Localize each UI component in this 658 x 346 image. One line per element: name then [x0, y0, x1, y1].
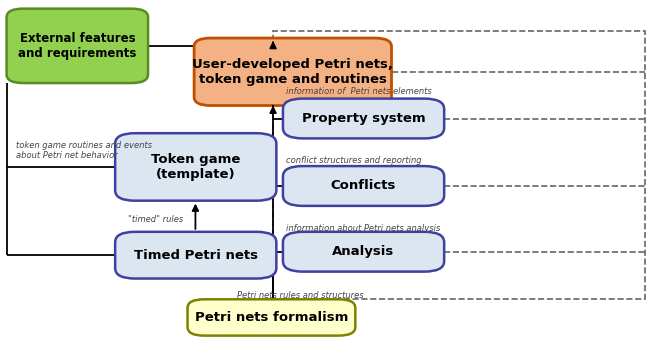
- Text: information of  Petri nets elements: information of Petri nets elements: [286, 87, 432, 96]
- Text: Timed Petri nets: Timed Petri nets: [134, 249, 258, 262]
- Text: conflict structures and reporting: conflict structures and reporting: [286, 156, 422, 165]
- FancyBboxPatch shape: [188, 299, 355, 336]
- FancyBboxPatch shape: [283, 232, 444, 272]
- Text: Petri nets formalism: Petri nets formalism: [195, 311, 348, 324]
- FancyBboxPatch shape: [283, 99, 444, 138]
- FancyBboxPatch shape: [283, 166, 444, 206]
- FancyBboxPatch shape: [115, 232, 276, 279]
- Text: User-developed Petri nets,
token game and routines: User-developed Petri nets, token game an…: [192, 58, 393, 86]
- Text: Petri nets rules and structures: Petri nets rules and structures: [237, 291, 363, 300]
- Text: Analysis: Analysis: [332, 245, 395, 258]
- Text: "timed" rules: "timed" rules: [128, 215, 184, 224]
- FancyBboxPatch shape: [194, 38, 392, 106]
- Text: External features
and requirements: External features and requirements: [18, 32, 136, 60]
- Text: Property system: Property system: [302, 112, 425, 125]
- FancyBboxPatch shape: [7, 9, 148, 83]
- Text: token game routines and events
about Petri net behavior: token game routines and events about Pet…: [16, 141, 153, 160]
- Text: Conflicts: Conflicts: [331, 180, 396, 192]
- FancyBboxPatch shape: [115, 133, 276, 201]
- Text: information about Petri nets analysis: information about Petri nets analysis: [286, 224, 441, 233]
- Text: Token game
(template): Token game (template): [151, 153, 240, 181]
